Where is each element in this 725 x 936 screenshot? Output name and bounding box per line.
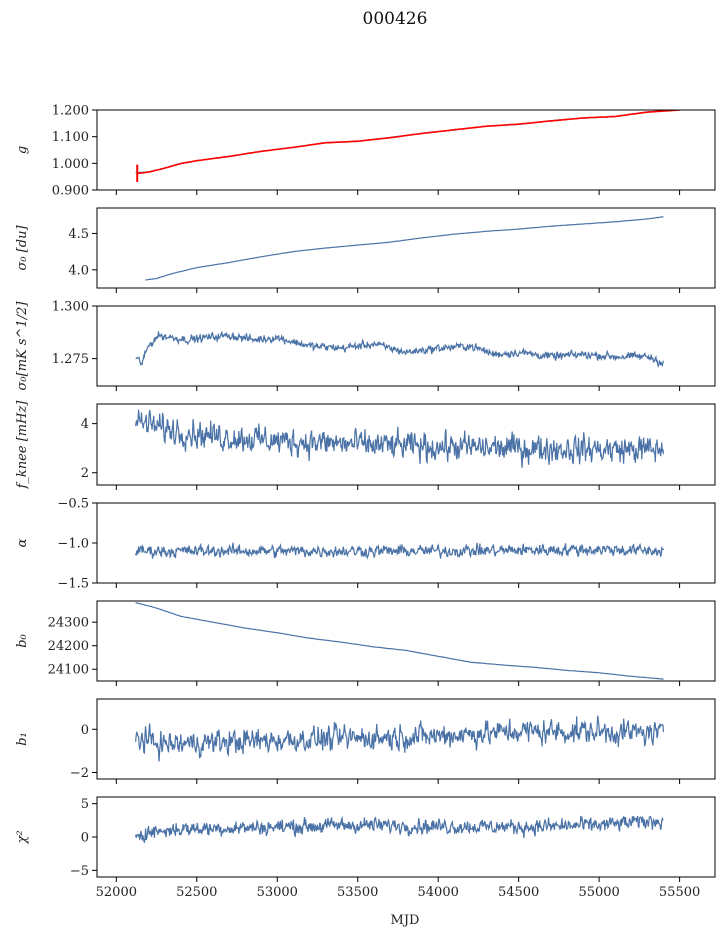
panel-sigma0: 4.0 4.5 σ₀ [du]	[15, 207, 716, 293]
y-axis-label: b₀	[15, 633, 30, 647]
y-tick-label: 5	[81, 797, 89, 812]
series-line-alpha	[135, 542, 665, 560]
y-axis-label: f_knee [mHz]	[15, 400, 30, 490]
y-axis-label: b₁	[15, 732, 30, 746]
x-tick-label: 54500	[498, 885, 539, 900]
x-tick-label: 55000	[578, 885, 619, 900]
panel-frame	[96, 698, 716, 780]
panel-frame	[96, 207, 716, 289]
panel-sigma0b: 1.275 1.300 σ₀[mK s^1/2]	[15, 300, 716, 391]
y-tick-label: 24300	[48, 616, 89, 631]
series-line-g-fit	[137, 110, 680, 175]
y-axis-label: σ₀[mK s^1/2]	[15, 301, 30, 391]
x-tick-label: 53000	[257, 885, 298, 900]
y-tick-label: 1.200	[52, 104, 89, 119]
panel-frame	[96, 796, 716, 878]
series-line-g	[135, 110, 664, 174]
x-tick-label: 53500	[337, 885, 378, 900]
panel-frame	[96, 403, 716, 486]
y-tick-label: 4.0	[68, 263, 89, 278]
y-axis-label: α	[15, 538, 30, 547]
y-tick-label: 1.100	[52, 130, 89, 145]
y-tick-label: 0.900	[52, 184, 89, 199]
panel-frame	[96, 502, 716, 584]
x-tick-label: 52000	[96, 885, 137, 900]
y-tick-label: 0	[81, 723, 89, 738]
panel-frame	[96, 600, 716, 682]
series-line-fknee	[135, 409, 665, 468]
x-tick-label: 52500	[176, 885, 217, 900]
y-tick-label: −1.0	[57, 537, 89, 552]
figure-title: 000426	[363, 9, 428, 29]
y-axis-label: χ²	[15, 830, 30, 844]
y-tick-label: −5	[70, 864, 89, 879]
series-line-b0	[135, 602, 664, 680]
panel-alpha: −1.5 −1.0 −0.5 α	[15, 497, 716, 592]
panel-b0: 24100 24200 24300 b₀	[15, 600, 716, 686]
series-line-sigma0	[145, 216, 664, 281]
y-tick-label: 1.300	[52, 300, 89, 315]
series-line-sigma0b	[135, 330, 665, 368]
panel-g: 0.900 1.000 1.100 1.200 g	[15, 104, 716, 199]
x-tick-label: 55500	[659, 885, 700, 900]
panel-frame	[96, 305, 716, 387]
y-axis-label: g	[15, 146, 30, 154]
panel-frame	[96, 109, 716, 191]
y-tick-label: 4	[81, 417, 89, 432]
series-line-b1	[135, 715, 665, 762]
y-axis-label: σ₀ [du]	[15, 225, 30, 271]
y-tick-label: 4.5	[68, 227, 89, 242]
x-axis-label: MJD	[391, 913, 420, 928]
y-tick-label: 2	[81, 466, 89, 481]
y-tick-label: −1.5	[57, 577, 89, 592]
x-tick-label: 54000	[418, 885, 459, 900]
panel-chi2: −5 0 5 52000 52500 53000 53500 54000 54500 55000 5…	[15, 796, 716, 900]
y-tick-label: 0	[81, 831, 89, 846]
y-tick-label: −0.5	[57, 497, 89, 512]
y-tick-label: 24100	[48, 663, 89, 678]
y-tick-label: −2	[70, 766, 89, 781]
panel-fknee: 2 4 f_knee [mHz]	[15, 400, 716, 490]
y-tick-label: 1.000	[52, 157, 89, 172]
y-tick-label: 24200	[48, 639, 89, 654]
y-tick-label: 1.275	[52, 352, 89, 367]
series-line-chi2	[135, 815, 664, 843]
panel-b1: −2 0 b₁	[15, 698, 716, 784]
